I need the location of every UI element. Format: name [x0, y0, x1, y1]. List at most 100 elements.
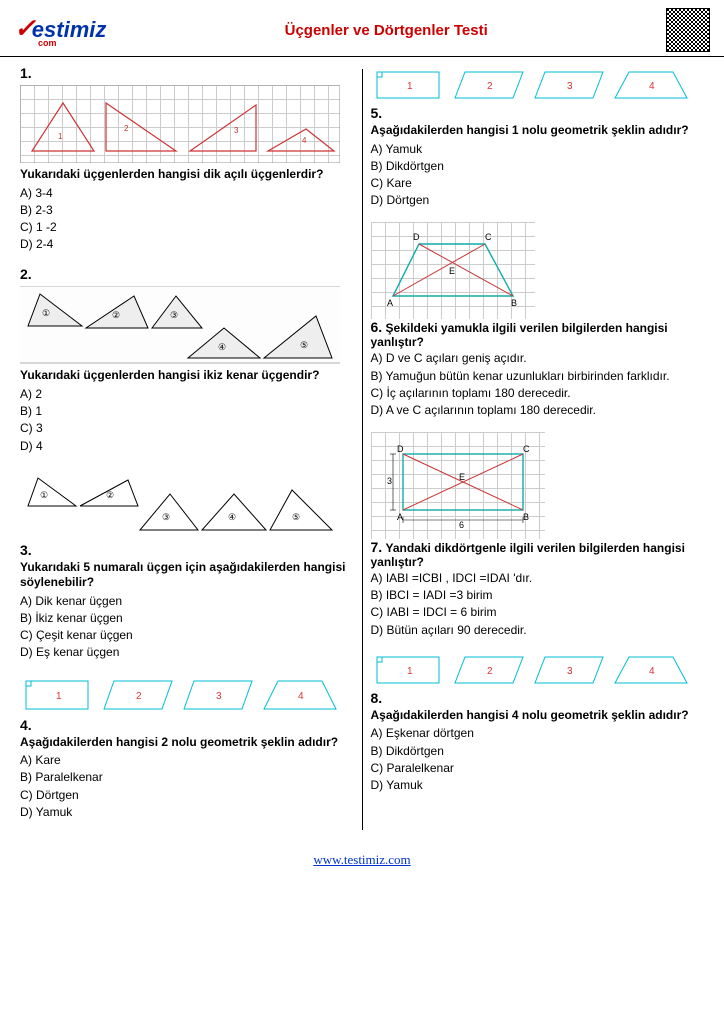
- q3-opt-a: A) Dik kenar üçgen: [20, 593, 354, 609]
- q6-text: Şekildeki yamukla ilgili verilen bilgile…: [371, 321, 668, 349]
- q8-options: A) Eşkenar dörtgen B) Dikdörtgen C) Para…: [371, 725, 705, 793]
- q2-opt-d: D) 4: [20, 438, 354, 454]
- q7-opt-c: C) IABI = IDCI = 6 birim: [371, 604, 705, 620]
- q7-options: A) IABI =ICBI , IDCI =IDAI 'dır. B) IBCI…: [371, 570, 705, 638]
- q7-number: 7.: [371, 539, 383, 555]
- svg-text:③: ③: [170, 310, 178, 320]
- q7-figure: A B C D E 3 6: [373, 434, 543, 534]
- svg-text:④: ④: [218, 342, 226, 352]
- q8-opt-c: C) Paralelkenar: [371, 760, 705, 776]
- svg-text:①: ①: [42, 308, 50, 318]
- svg-text:3: 3: [387, 476, 392, 486]
- svg-text:B: B: [523, 512, 529, 522]
- q6-opt-d: D) A ve C açılarının toplamı 180 dereced…: [371, 402, 705, 418]
- q6-figure-box: AB CD E: [371, 222, 535, 319]
- q8-opt-a: A) Eşkenar dörtgen: [371, 725, 705, 741]
- q3-opt-b: B) İkiz kenar üçgen: [20, 610, 354, 626]
- q8-shapes: 1 2 3 4: [371, 652, 705, 688]
- question-2: 2. ①②③ ④⑤ Yukarıdaki üçgenlerden hangisi…: [20, 266, 354, 453]
- svg-text:④: ④: [228, 512, 236, 522]
- svg-text:4: 4: [302, 136, 307, 145]
- page-title: Üçgenler ve Dörtgenler Testi: [285, 22, 488, 39]
- q1-opt-a: A) 3-4: [20, 185, 354, 201]
- q5-opt-b: B) Dikdörtgen: [371, 158, 705, 174]
- question-3: ① ② ③ ④ ⑤ 3. Yukarıdaki 5 numaralı üçgen iç…: [20, 468, 354, 661]
- q6-opt-b: B) Yamuğun bütün kenar uzunlukları birbi…: [371, 368, 705, 384]
- svg-text:4: 4: [649, 81, 655, 92]
- svg-text:4: 4: [649, 666, 655, 677]
- question-1: 1. 12 34 Yukarıdaki üçgenlerden hangisi …: [20, 65, 354, 252]
- q5-opt-a: A) Yamuk: [371, 141, 705, 157]
- q2-figure: ① ② ③ ④ ⑤: [20, 286, 340, 364]
- svg-text:⑤: ⑤: [292, 512, 300, 522]
- q5-options: A) Yamuk B) Dikdörtgen C) Kare D) Dörtge…: [371, 141, 705, 209]
- q2-opt-b: B) 1: [20, 403, 354, 419]
- q8-number: 8.: [371, 690, 383, 706]
- q2-opt-c: C) 3: [20, 420, 354, 436]
- q4-options: A) Kare B) Paralelkenar C) Dörtgen D) Ya…: [20, 752, 354, 820]
- q7-text: Yandaki dikdörtgenle ilgili verilen bilg…: [371, 541, 685, 569]
- q7-opt-d: D) Bütün açıları 90 derecedir.: [371, 622, 705, 638]
- content-columns: 1. 12 34 Yukarıdaki üçgenlerden hangisi …: [0, 57, 724, 842]
- q8-opt-d: D) Yamuk: [371, 777, 705, 793]
- svg-text:2: 2: [487, 666, 493, 677]
- q4-opt-c: C) Dörtgen: [20, 787, 354, 803]
- logo: ✓estimiz com: [14, 13, 106, 48]
- q8-opt-b: B) Dikdörtgen: [371, 743, 705, 759]
- q5-text: Aşağıdakilerden hangisi 1 nolu geometrik…: [371, 123, 705, 139]
- q4-number: 4.: [20, 717, 32, 733]
- q6-figure: AB CD E: [373, 224, 533, 314]
- q3-figure: ① ② ③ ④ ⑤: [20, 468, 340, 538]
- svg-text:3: 3: [216, 691, 222, 702]
- svg-text:A: A: [397, 512, 403, 522]
- svg-text:E: E: [459, 472, 465, 482]
- svg-text:⑤: ⑤: [300, 340, 308, 350]
- svg-text:E: E: [449, 266, 455, 276]
- q3-options: A) Dik kenar üçgen B) İkiz kenar üçgen C…: [20, 593, 354, 661]
- svg-text:①: ①: [40, 490, 48, 500]
- svg-text:1: 1: [58, 132, 63, 141]
- q3-text: Yukarıdaki 5 numaralı üçgen için aşağıda…: [20, 560, 354, 591]
- qr-code-icon: [666, 8, 710, 52]
- q7-figure-box: A B C D E 3 6: [371, 432, 545, 539]
- svg-text:D: D: [397, 444, 404, 454]
- svg-text:6: 6: [459, 520, 464, 530]
- svg-text:4: 4: [298, 691, 304, 702]
- q6-options: A) D ve C açıları geniş açıdır. B) Yamuğ…: [371, 350, 705, 418]
- q4-opt-d: D) Yamuk: [20, 804, 354, 820]
- svg-text:2: 2: [136, 691, 142, 702]
- q6-opt-c: C) İç açılarının toplamı 180 derecedir.: [371, 385, 705, 401]
- footer-link[interactable]: www.testimiz.com: [313, 852, 410, 867]
- q2-options: A) 2 B) 1 C) 3 D) 4: [20, 386, 354, 454]
- q3-number: 3.: [20, 542, 354, 558]
- q7-opt-a: A) IABI =ICBI , IDCI =IDAI 'dır.: [371, 570, 705, 586]
- q5-opt-c: C) Kare: [371, 175, 705, 191]
- svg-text:D: D: [413, 232, 420, 242]
- svg-text:1: 1: [407, 81, 413, 92]
- q6-number: 6.: [371, 319, 383, 335]
- q1-figure: 12 34: [20, 85, 340, 163]
- svg-text:②: ②: [106, 490, 114, 500]
- svg-text:B: B: [511, 298, 517, 308]
- svg-text:C: C: [523, 444, 530, 454]
- q5-opt-d: D) Dörtgen: [371, 192, 705, 208]
- svg-text:②: ②: [112, 310, 120, 320]
- q1-opt-d: D) 2-4: [20, 236, 354, 252]
- svg-text:1: 1: [407, 666, 413, 677]
- q4-opt-b: B) Paralelkenar: [20, 769, 354, 785]
- right-column: 1 2 3 4 5. Aşağıdakilerden hangisi 1 nol…: [365, 65, 711, 834]
- q4-shapes: 1 2 3 4: [20, 675, 354, 715]
- svg-text:C: C: [485, 232, 492, 242]
- q4-text: Aşağıdakilerden hangisi 2 nolu geometrik…: [20, 735, 354, 751]
- q1-number: 1.: [20, 65, 354, 81]
- q2-number: 2.: [20, 266, 354, 282]
- q1-opt-b: B) 2-3: [20, 202, 354, 218]
- svg-text:3: 3: [567, 81, 573, 92]
- q5-number: 5.: [371, 105, 383, 121]
- question-6: AB CD E 6. Şekildeki yamukla ilgili veri…: [371, 222, 705, 418]
- svg-text:3: 3: [567, 666, 573, 677]
- q3-opt-d: D) Eş kenar üçgen: [20, 644, 354, 660]
- q1-options: A) 3-4 B) 2-3 C) 1 -2 D) 2-4: [20, 185, 354, 253]
- svg-text:③: ③: [162, 512, 170, 522]
- question-5: 1 2 3 4 5. Aşağıdakilerden hangisi 1 nol…: [371, 67, 705, 208]
